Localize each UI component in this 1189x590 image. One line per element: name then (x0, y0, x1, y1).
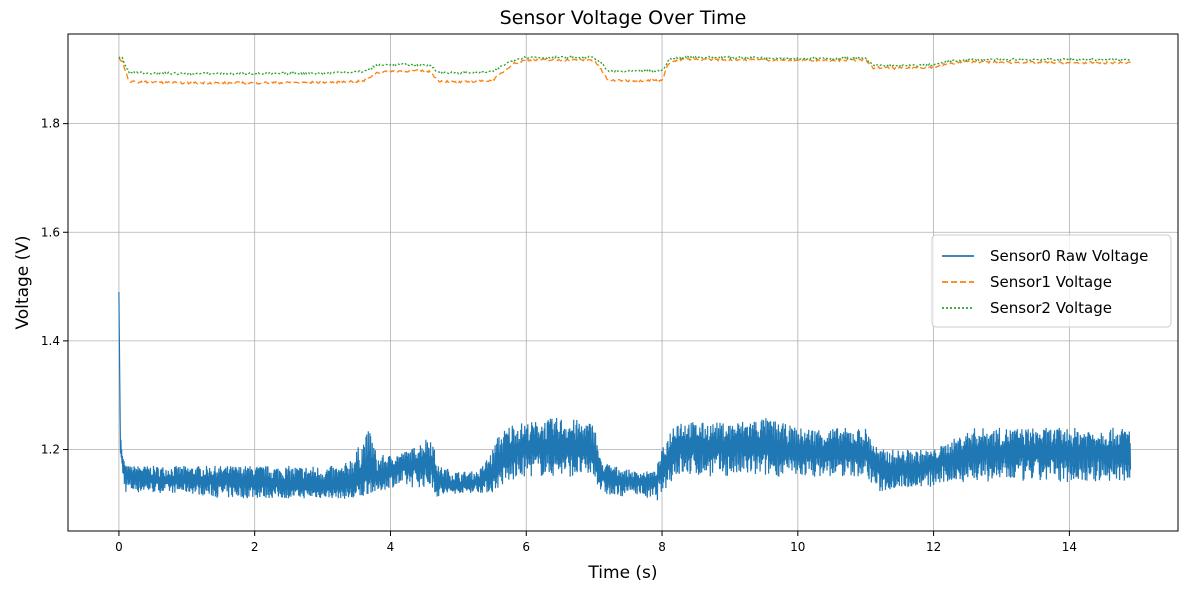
legend-label: Sensor0 Raw Voltage (990, 247, 1148, 265)
series-line-sensor0 (118, 291, 1132, 501)
legend-label: Sensor1 Voltage (990, 273, 1112, 291)
x-tick-label: 0 (115, 540, 123, 554)
grid (68, 34, 1178, 531)
x-tick-label: 4 (387, 540, 395, 554)
series-1 (118, 57, 1131, 86)
y-tick-label: 1.6 (41, 225, 60, 239)
y-tick-label: 1.4 (41, 334, 60, 348)
x-tick-label: 14 (1062, 540, 1077, 554)
plot-frame (67, 33, 1179, 532)
series-line-sensor1 (118, 57, 1131, 86)
x-tick-label: 12 (926, 540, 941, 554)
y-tick-label: 1.2 (41, 443, 60, 457)
legend-box (931, 234, 1172, 328)
legend: Sensor0 Raw Voltage Sensor1 Voltage Sensor… (931, 234, 1172, 328)
legend-label: Sensor2 Voltage (990, 299, 1112, 317)
x-axis-label: Time (s) (587, 563, 657, 583)
series-line-sensor2 (118, 55, 1131, 76)
x-tick-label: 2 (251, 540, 259, 554)
y-axis-label: Voltage (V) (13, 235, 33, 329)
series-0 (118, 291, 1132, 501)
x-tick-label: 8 (658, 540, 666, 554)
ticks: 0 2 4 6 8 10 12 14 1.2 1.4 1.6 1.8 (41, 117, 1077, 554)
y-tick-label: 1.8 (41, 117, 60, 131)
x-tick-label: 10 (790, 540, 805, 554)
x-tick-label: 6 (522, 540, 530, 554)
series-2 (118, 55, 1131, 76)
chart-title: Sensor Voltage Over Time (500, 7, 747, 29)
series-layer (118, 55, 1132, 501)
